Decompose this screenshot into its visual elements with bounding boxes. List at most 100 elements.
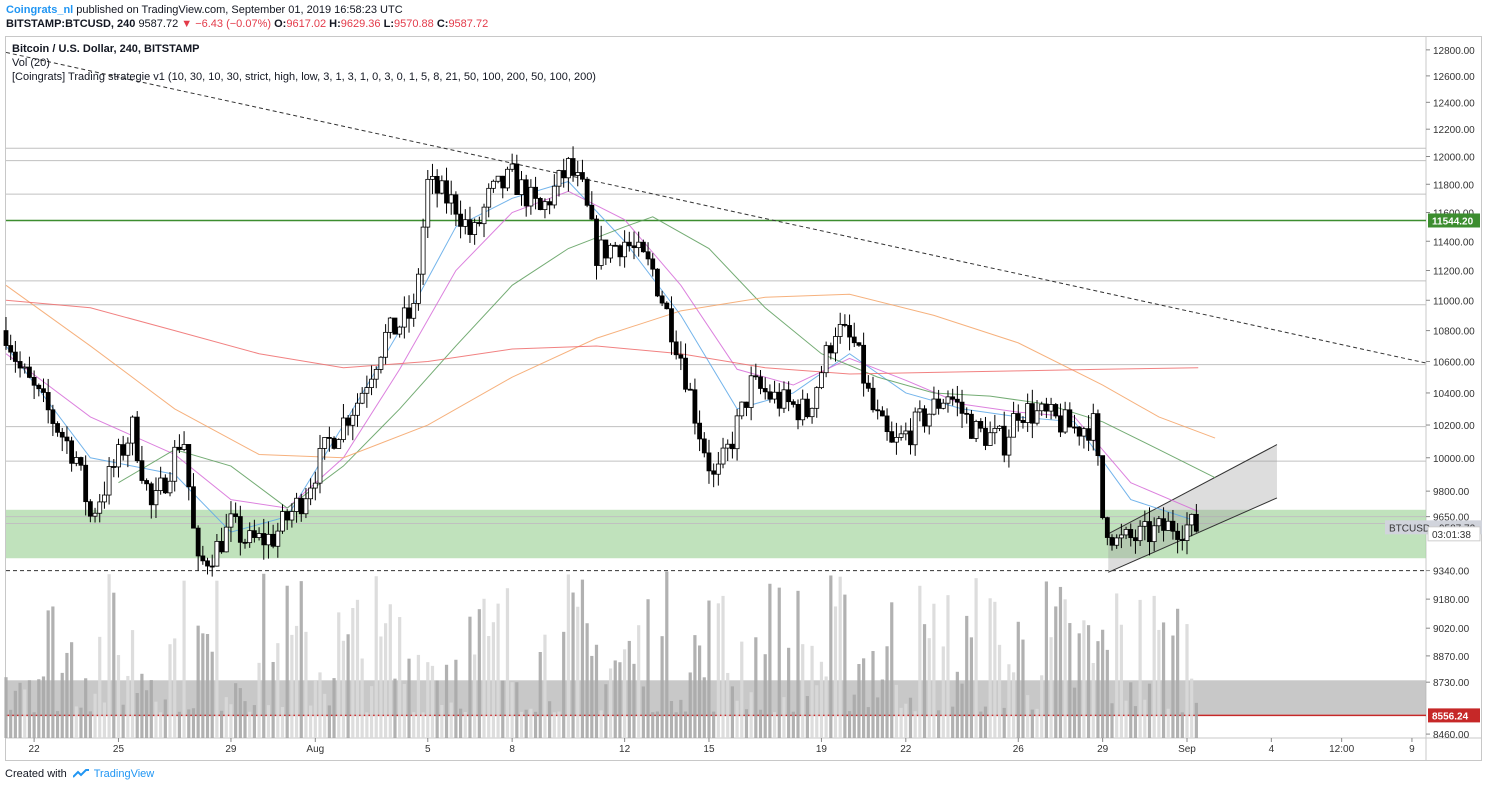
- price-tick-label: 10800.00: [1433, 327, 1475, 338]
- candle: [687, 388, 693, 391]
- descending-trendline: [5, 51, 1427, 364]
- candle: [92, 512, 98, 517]
- author-link[interactable]: Coingrats_nl: [6, 4, 74, 16]
- volume-bar: [187, 709, 191, 738]
- volume-bar: [1054, 606, 1058, 738]
- price-tick-label: 11400.00: [1433, 237, 1474, 248]
- volume-bar: [177, 711, 181, 738]
- symbol-legend[interactable]: Bitcoin / U.S. Dollar, 240, BITSTAMP: [12, 43, 200, 55]
- volume-bar: [1157, 629, 1161, 738]
- volume-bar: [337, 612, 341, 738]
- candle: [1011, 413, 1016, 438]
- moving-average-line-5: [5, 299, 1199, 375]
- volume-bar: [669, 701, 674, 738]
- volume-bar: [824, 676, 828, 738]
- candle: [772, 391, 777, 400]
- volume-bar: [1124, 700, 1128, 738]
- candle: [106, 466, 112, 496]
- volume-bar: [27, 680, 32, 738]
- volume-bar: [702, 677, 706, 738]
- candle: [1100, 455, 1106, 519]
- volume-bar: [894, 684, 899, 738]
- candle: [720, 447, 726, 465]
- candle: [359, 392, 365, 404]
- volume-bar: [440, 704, 444, 738]
- volume-bar: [238, 688, 242, 738]
- volume-bar: [290, 634, 294, 738]
- candle: [1142, 521, 1148, 527]
- candle: [926, 413, 932, 427]
- volume-bar: [548, 701, 552, 738]
- volume-bar: [660, 636, 664, 738]
- volume-bar: [332, 678, 336, 738]
- volume-bar: [829, 575, 833, 738]
- volume-bar: [458, 708, 463, 738]
- candle: [790, 401, 796, 405]
- chart-frame[interactable]: [5, 36, 1482, 761]
- volume-bar: [463, 711, 467, 738]
- volume-bar: [941, 646, 945, 738]
- candle: [622, 241, 628, 258]
- candle: [1034, 410, 1040, 424]
- candle: [8, 345, 14, 353]
- candle: [725, 443, 731, 449]
- price-tick-label: 8460.00: [1433, 730, 1470, 741]
- candle: [879, 410, 885, 417]
- volume-bar: [604, 684, 608, 738]
- candle: [17, 361, 23, 369]
- candle: [964, 412, 970, 415]
- channel-lower-line: [1108, 497, 1278, 573]
- candle: [645, 251, 651, 260]
- volume-bar: [707, 600, 711, 738]
- volume-bar: [787, 647, 791, 738]
- candle: [945, 396, 951, 404]
- candle: [1104, 517, 1110, 538]
- indicator-legend[interactable]: [Coingrats] Trading strategie v1 (10, 30…: [12, 71, 596, 83]
- candle: [936, 398, 942, 409]
- volume-bar: [768, 583, 772, 738]
- candle: [1086, 428, 1091, 441]
- volume-bar: [533, 711, 538, 738]
- candle: [50, 409, 56, 424]
- candle: [83, 464, 89, 503]
- volume-bar: [454, 659, 458, 738]
- time-tick-label: 9: [1409, 744, 1415, 755]
- candle: [626, 241, 632, 247]
- candle: [397, 326, 403, 335]
- candle: [898, 433, 904, 438]
- candle: [851, 336, 857, 344]
- volume-bar: [1091, 662, 1095, 738]
- volume-bar: [168, 644, 172, 738]
- candle: [1053, 404, 1059, 417]
- volume-legend[interactable]: Vol (20): [12, 57, 50, 69]
- time-tick-label: Aug: [306, 744, 324, 755]
- volume-bar: [697, 645, 702, 738]
- volume-bar: [585, 623, 589, 738]
- volume-bar: [904, 703, 908, 738]
- candle: [889, 431, 895, 443]
- volume-bar: [1171, 635, 1175, 738]
- candle: [1025, 403, 1031, 423]
- price-tick-label: 12000.00: [1433, 152, 1475, 163]
- price-tick-label: 11800.00: [1433, 180, 1474, 191]
- candle: [711, 470, 717, 475]
- volume-bar: [201, 633, 205, 738]
- volume-bar: [665, 571, 669, 738]
- candle: [1175, 530, 1181, 540]
- candle: [490, 180, 496, 189]
- volume-bar: [140, 673, 144, 738]
- volume-bar: [501, 680, 505, 738]
- volume-bar: [444, 664, 449, 738]
- candle: [978, 421, 984, 429]
- candle: [556, 170, 562, 187]
- candle: [837, 323, 843, 337]
- candle: [692, 389, 698, 424]
- footer: Created with TradingView: [5, 768, 154, 780]
- volume-bar: [374, 576, 378, 738]
- volume-bar: [1180, 712, 1184, 738]
- volume-bar: [763, 654, 767, 738]
- tradingview-link[interactable]: TradingView: [93, 768, 155, 780]
- candle: [1015, 413, 1021, 421]
- candle: [833, 336, 838, 354]
